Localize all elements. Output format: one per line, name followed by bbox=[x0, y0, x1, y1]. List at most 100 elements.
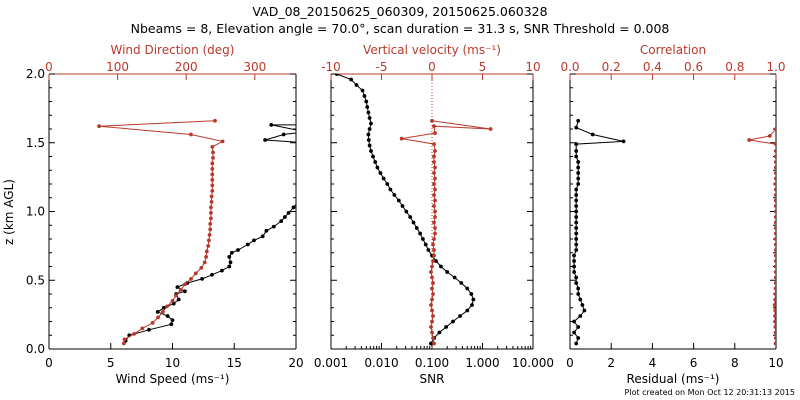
series-line bbox=[749, 128, 776, 344]
data-point bbox=[574, 125, 579, 130]
data-point bbox=[431, 314, 435, 318]
data-point bbox=[767, 134, 772, 138]
data-point bbox=[304, 130, 308, 134]
top-x-tick-label: 0.8 bbox=[725, 60, 744, 74]
data-point bbox=[429, 341, 433, 346]
data-point bbox=[279, 219, 284, 224]
data-point bbox=[271, 224, 276, 229]
data-point bbox=[366, 138, 371, 142]
bottom-x-tick-label: 0.001 bbox=[314, 356, 348, 370]
data-point bbox=[431, 292, 435, 296]
data-point bbox=[574, 204, 579, 208]
data-point bbox=[451, 319, 455, 324]
data-point bbox=[747, 138, 752, 142]
data-point bbox=[245, 242, 250, 247]
y-tick-label: 2.0 bbox=[26, 67, 45, 81]
data-point bbox=[209, 194, 214, 199]
data-point bbox=[429, 325, 433, 329]
y-tick-label: 1.5 bbox=[26, 136, 45, 150]
data-point bbox=[210, 272, 214, 277]
data-point bbox=[572, 330, 576, 335]
data-point bbox=[773, 165, 776, 170]
data-point bbox=[430, 319, 434, 324]
series-line bbox=[573, 120, 624, 344]
data-point bbox=[208, 227, 213, 232]
data-point bbox=[574, 209, 579, 214]
y-tick-label: 1.0 bbox=[26, 205, 45, 219]
data-point bbox=[364, 99, 369, 104]
data-point bbox=[227, 264, 232, 269]
data-point bbox=[375, 165, 380, 170]
data-point bbox=[431, 281, 435, 285]
data-point bbox=[399, 136, 404, 141]
data-point bbox=[773, 341, 776, 346]
data-point bbox=[210, 172, 215, 177]
top-x-axis-label: Wind Direction (deg) bbox=[111, 43, 235, 57]
data-point bbox=[176, 297, 181, 302]
data-point bbox=[430, 330, 434, 335]
top-x-tick-label: 10 bbox=[525, 60, 540, 74]
data-point bbox=[773, 286, 776, 291]
data-point bbox=[227, 255, 232, 259]
data-point bbox=[432, 142, 436, 147]
data-point bbox=[281, 132, 286, 137]
title-line-2: Nbeams = 8, Elevation angle = 70.0°, sca… bbox=[131, 21, 670, 36]
bottom-x-tick-label: 6 bbox=[690, 356, 698, 370]
data-point bbox=[211, 150, 215, 155]
top-x-tick-label: 0.4 bbox=[643, 60, 662, 74]
bottom-x-tick-label: 8 bbox=[731, 356, 739, 370]
data-point bbox=[433, 215, 437, 219]
bottom-x-tick-label: 5 bbox=[107, 356, 115, 370]
data-point bbox=[773, 297, 776, 302]
data-point bbox=[432, 204, 436, 208]
data-point bbox=[574, 220, 579, 225]
footer-timestamp: Plot created on Mon Oct 12 20:31:13 2015 bbox=[625, 388, 795, 397]
data-point bbox=[156, 315, 161, 320]
data-point bbox=[429, 303, 433, 307]
data-point bbox=[189, 132, 193, 137]
data-point bbox=[773, 242, 776, 247]
top-x-tick-label: 5 bbox=[479, 60, 487, 74]
data-point bbox=[367, 143, 372, 148]
data-point bbox=[433, 165, 437, 170]
data-point bbox=[183, 282, 187, 287]
data-point bbox=[445, 270, 450, 274]
x-axis-label: Residual (ms⁻¹) bbox=[627, 372, 720, 386]
data-point bbox=[354, 83, 359, 87]
data-point bbox=[369, 149, 373, 153]
data-point bbox=[465, 286, 470, 291]
data-point bbox=[773, 292, 776, 296]
data-point bbox=[431, 242, 435, 247]
data-point bbox=[210, 145, 215, 149]
data-point bbox=[210, 178, 215, 182]
bottom-x-tick-label: 10 bbox=[768, 356, 783, 370]
data-point bbox=[578, 314, 583, 318]
data-point bbox=[773, 237, 776, 241]
data-point bbox=[421, 237, 425, 241]
data-point bbox=[408, 215, 413, 219]
data-point bbox=[411, 220, 416, 225]
data-point bbox=[433, 209, 437, 214]
data-point bbox=[773, 193, 776, 197]
top-x-tick-label: -10 bbox=[321, 60, 341, 74]
data-point bbox=[433, 226, 437, 230]
top-x-tick-label: 0.6 bbox=[684, 60, 703, 74]
top-x-tick-label: 0 bbox=[45, 60, 53, 74]
data-point bbox=[204, 255, 209, 259]
data-point bbox=[170, 318, 175, 322]
data-point bbox=[433, 198, 437, 203]
data-point bbox=[432, 154, 436, 159]
data-point bbox=[430, 118, 434, 123]
data-point bbox=[220, 139, 225, 144]
data-point bbox=[433, 187, 437, 192]
data-point bbox=[773, 204, 776, 208]
data-point bbox=[122, 337, 127, 342]
data-point bbox=[381, 176, 386, 181]
data-point bbox=[388, 187, 393, 192]
data-point bbox=[430, 286, 434, 291]
data-point bbox=[470, 303, 474, 307]
data-point bbox=[432, 341, 436, 346]
data-point bbox=[426, 248, 431, 252]
bottom-x-tick-label: 2 bbox=[607, 356, 615, 370]
data-point bbox=[576, 182, 581, 186]
